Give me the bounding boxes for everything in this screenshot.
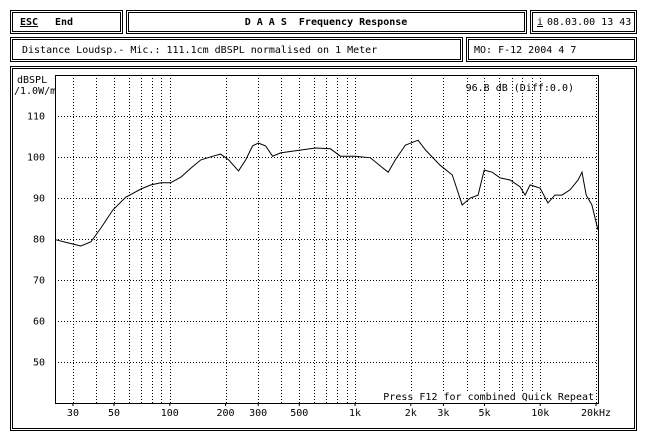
esc-box-inner xyxy=(12,12,121,32)
y-tick-label: 70 xyxy=(33,276,45,287)
footer-bg xyxy=(381,392,596,403)
esc-key[interactable]: ESC xyxy=(20,17,38,28)
x-tick-label: 300 xyxy=(249,408,267,419)
x-tick-label: 3k xyxy=(437,408,449,419)
x-tick-label: 200 xyxy=(217,408,235,419)
x-tick-label: 500 xyxy=(290,408,308,419)
description-box-inner xyxy=(12,39,461,60)
y-tick-label: 100 xyxy=(27,153,45,164)
info-key[interactable]: i xyxy=(537,17,543,28)
chart-frame-inner xyxy=(12,68,635,429)
x-tick-label: 50 xyxy=(108,408,120,419)
y-tick-label: 60 xyxy=(33,317,45,328)
model-box xyxy=(466,37,637,62)
y-tick-label: 110 xyxy=(27,112,45,123)
datetime: 08.03.00 13 43 xyxy=(547,17,631,28)
x-tick-label: 5k xyxy=(478,408,490,419)
x-tick-label: 100 xyxy=(161,408,179,419)
model-box-inner xyxy=(468,39,635,60)
date-box xyxy=(530,10,637,34)
title-box-inner xyxy=(128,12,525,32)
end-label: End xyxy=(55,17,73,28)
model: MO: F-12 2004 4 7 xyxy=(474,45,576,56)
y-axis-label: dBSPL xyxy=(17,75,47,86)
x-tick-label: 1k xyxy=(349,408,361,419)
title: D A A S Frequency Response xyxy=(245,17,408,28)
y-tick-label: 50 xyxy=(33,358,45,369)
esc-box[interactable] xyxy=(10,10,123,34)
x-tick-label: 2k xyxy=(405,408,417,419)
x-tick-label: 30 xyxy=(67,408,79,419)
y-tick-label: 80 xyxy=(33,235,45,246)
x-tick-label: 20kHz xyxy=(581,408,611,419)
x-tick-label: 10k xyxy=(531,408,549,419)
description: Distance Loudsp.- Mic.: 111.1cm dBSPL no… xyxy=(22,45,377,56)
annotation: 96.8 dB (Diff:0.0) xyxy=(466,83,574,94)
description-box xyxy=(10,37,463,62)
footer-hint: Press F12 for combined Quick Repeat xyxy=(383,392,594,403)
response-curve xyxy=(55,139,599,247)
title-box xyxy=(126,10,527,34)
y-tick-label: 90 xyxy=(33,194,45,205)
date-box-inner xyxy=(532,12,635,32)
chart-frame xyxy=(10,66,637,431)
plot: 50 60 70 80 90 100 110 30 50 100 200 300 500 1k 2k 3k 5k… xyxy=(14,75,611,419)
y-axis-unit: /1.0W/m xyxy=(14,86,56,97)
